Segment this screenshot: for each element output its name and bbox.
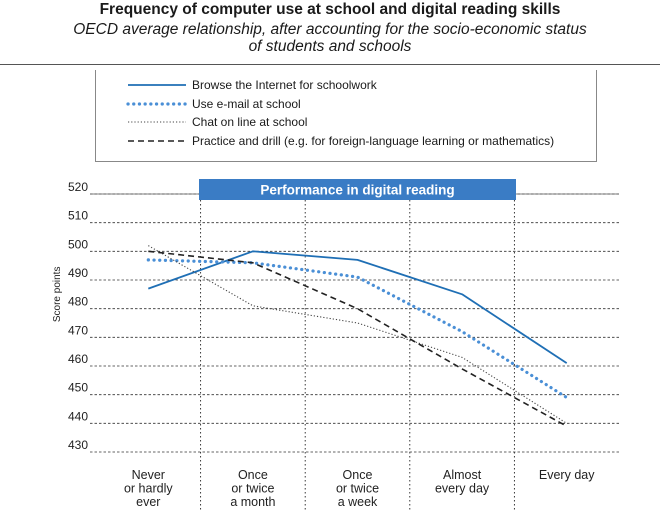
x-tick-label: Almost every day [435, 468, 490, 496]
y-tick-label: 430 [68, 438, 88, 452]
legend-swatch [128, 139, 186, 142]
x-tick-label: Never or hardly ever [124, 468, 173, 509]
chart-title: Frequency of computer use at school and … [99, 1, 561, 18]
legend-swatch [128, 121, 186, 123]
y-tick-label: 440 [68, 409, 88, 423]
subtitle-line-2: of students and schools [248, 38, 412, 55]
legend-label: Practice and drill (e.g. for foreign-lan… [192, 133, 555, 148]
legend-label: Chat on line at school [192, 115, 308, 129]
legend-item: Use e-mail at school [126, 95, 301, 113]
series-line [147, 250, 568, 364]
y-tick-label: 460 [68, 352, 88, 366]
header-divider [0, 64, 660, 65]
legend-item: Browse the Internet for schoolwork [126, 76, 377, 94]
series-line [148, 245, 567, 424]
y-tick-label: 480 [68, 295, 88, 309]
legend-swatch [128, 84, 186, 86]
y-axis-label: Score points [52, 267, 63, 323]
x-tick-label: Every day [539, 468, 595, 482]
y-tick-label: 500 [68, 237, 88, 251]
x-tick-label: Once or twice a month [230, 468, 275, 509]
y-tick-label: 450 [68, 381, 88, 395]
legend-swatch [126, 101, 188, 106]
y-tick-label: 490 [68, 266, 88, 280]
legend-label: Use e-mail at school [192, 96, 301, 111]
subtitle-line-1: OECD average relationship, after account… [73, 21, 587, 38]
legend-item: Practice and drill (e.g. for foreign-lan… [126, 132, 554, 150]
chart-subtitle: OECD average relationship, after account… [0, 21, 660, 55]
y-tick-label: 510 [68, 209, 88, 223]
y-tick-label: 520 [68, 180, 88, 194]
chart-banner-label: Performance in digital reading [260, 183, 454, 198]
chart-banner [199, 179, 516, 200]
series-line [146, 258, 569, 400]
y-tick-label: 470 [68, 323, 88, 337]
x-tick-label: Once or twice a week [336, 468, 379, 509]
series-line [148, 250, 568, 427]
line-chart: 430 440 450 460 470 480 490 500 510 520 Performanc… [52, 179, 619, 510]
chart-legend: Browse the Internet for schoolwork Use e-… [95, 70, 597, 162]
legend-item: Chat on line at school [126, 113, 307, 131]
legend-label: Browse the Internet for schoolwork [192, 78, 377, 92]
